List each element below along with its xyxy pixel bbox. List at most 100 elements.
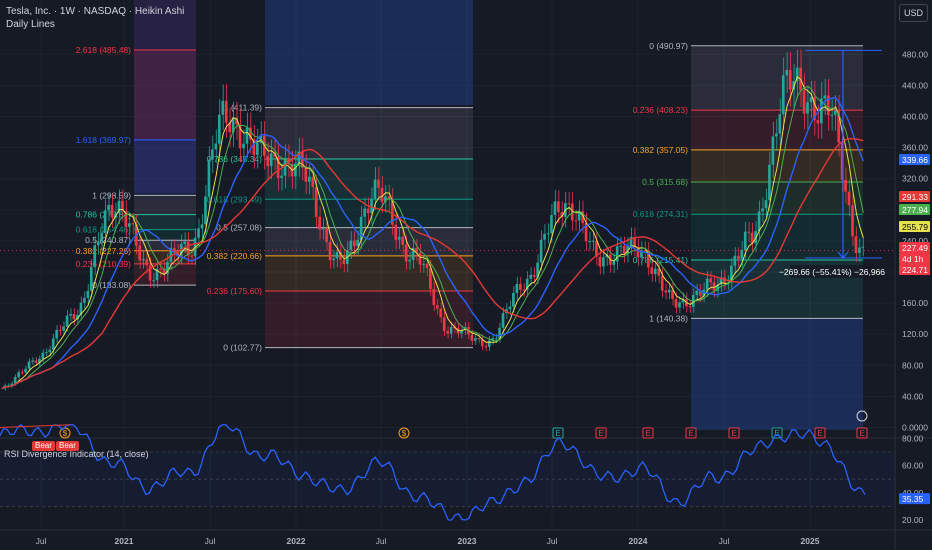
candle-body (366, 208, 370, 214)
time-tick-label: 2024 (629, 536, 648, 546)
candle-body (605, 254, 609, 258)
candle-body (795, 67, 799, 82)
candle-body (307, 176, 311, 182)
time-tick-label: Jul (376, 536, 387, 546)
candle-body (390, 199, 394, 225)
fib-zone (691, 45, 863, 111)
price-tick-label: 0.0000 (902, 423, 928, 433)
candle-body (55, 329, 59, 339)
chart-header: Tesla, Inc. · 1W · NASDAQ · Heikin Ashi … (6, 5, 184, 31)
fib-zone (134, 139, 196, 196)
candle-body (550, 214, 553, 234)
range-panel-blue (265, 0, 473, 105)
event-marker-glyph: E (645, 429, 650, 438)
candle-body (851, 205, 854, 237)
candle-body (612, 261, 616, 265)
candle-body (712, 282, 716, 291)
rsi-tick-label: 20.00 (902, 515, 924, 525)
candle-body (373, 179, 377, 199)
fib-level-label: 1 (140.38) (649, 313, 688, 323)
candle-body (730, 265, 733, 283)
candle-body (806, 102, 809, 114)
price-tick-label: 120.00 (902, 329, 928, 339)
time-tick-label: 2023 (458, 536, 477, 546)
candle-body (653, 268, 657, 274)
axis-layer: 480.00440.00400.00360.00320.00280.00240.… (36, 49, 930, 546)
candle-body (650, 267, 654, 274)
currency-button[interactable]: USD (899, 4, 928, 22)
fib-level-label: 0.382 (220.66) (207, 251, 262, 261)
moving-average-line (1, 85, 864, 390)
price-tag-bg (899, 191, 930, 202)
candle-body (487, 340, 491, 347)
candle-body (211, 149, 214, 160)
candle-body (460, 330, 463, 334)
candle-body (567, 203, 571, 205)
candle-body (501, 313, 505, 328)
price-tag-bg (899, 221, 930, 232)
candle-body (847, 191, 851, 206)
candle-body (494, 338, 498, 340)
candle-body (598, 256, 602, 267)
time-tick-label: Jul (719, 536, 730, 546)
candle-body (636, 247, 640, 258)
candle-body (837, 110, 840, 143)
lightning-icon (856, 410, 868, 422)
fib-level-label: 0.382 (357.05) (633, 145, 688, 155)
candle-body (342, 259, 346, 264)
candle-body (276, 156, 280, 179)
price-tick-label: 80.00 (902, 360, 924, 370)
candle-body (197, 228, 200, 238)
candle-body (356, 239, 360, 247)
candle-body (813, 97, 816, 121)
candle-body (13, 376, 17, 384)
candle-body (269, 153, 273, 167)
candle-body (570, 203, 574, 221)
time-tick-label: 2025 (801, 536, 820, 546)
candle-body (422, 263, 425, 265)
price-tick-label: 440.00 (902, 80, 928, 90)
candle-body (546, 233, 550, 235)
candle-body (435, 305, 439, 309)
time-tick-label: Jul (36, 536, 47, 546)
candle-body (183, 241, 187, 245)
event-marker-glyph: E (688, 429, 693, 438)
candle-body (314, 187, 318, 217)
candle-body (100, 232, 103, 242)
candle-body (384, 196, 387, 202)
candle-body (757, 211, 761, 232)
candle-body (339, 252, 342, 260)
candle-body (335, 252, 339, 259)
candle-body (252, 139, 256, 155)
candle-body (159, 268, 162, 270)
candle-body (498, 327, 501, 339)
fib-level-label: 0.5 (257.08) (216, 223, 262, 233)
candle-body (539, 239, 543, 263)
indicator-name[interactable]: Daily Lines (6, 19, 55, 30)
candle-body (698, 290, 702, 296)
time-tick-label: Jul (205, 536, 216, 546)
candle-body (200, 224, 204, 229)
candle-body (370, 198, 373, 214)
candle-body (792, 81, 795, 90)
candle-body (761, 208, 764, 212)
candle-body (162, 269, 166, 275)
price-tag-label: 339.66 (902, 155, 928, 165)
candle-body (20, 372, 24, 374)
candle-body (377, 179, 380, 188)
candle-body (764, 200, 768, 209)
candle-body (574, 220, 578, 222)
candle-body (768, 164, 771, 201)
candle-body (543, 233, 546, 240)
candle-body (256, 142, 259, 155)
candle-body (439, 308, 443, 318)
price-tick-label: 160.00 (902, 298, 928, 308)
candle-body (401, 236, 405, 245)
symbol-title[interactable]: Tesla, Inc. · 1W · NASDAQ · Heikin Ashi (6, 6, 185, 17)
candle-body (418, 252, 422, 265)
rsi-title[interactable]: RSI Divergence Indicator (14, close) (4, 449, 149, 459)
candle-body (802, 90, 806, 114)
candles-layer[interactable] (3, 49, 865, 391)
candle-body (816, 120, 820, 124)
